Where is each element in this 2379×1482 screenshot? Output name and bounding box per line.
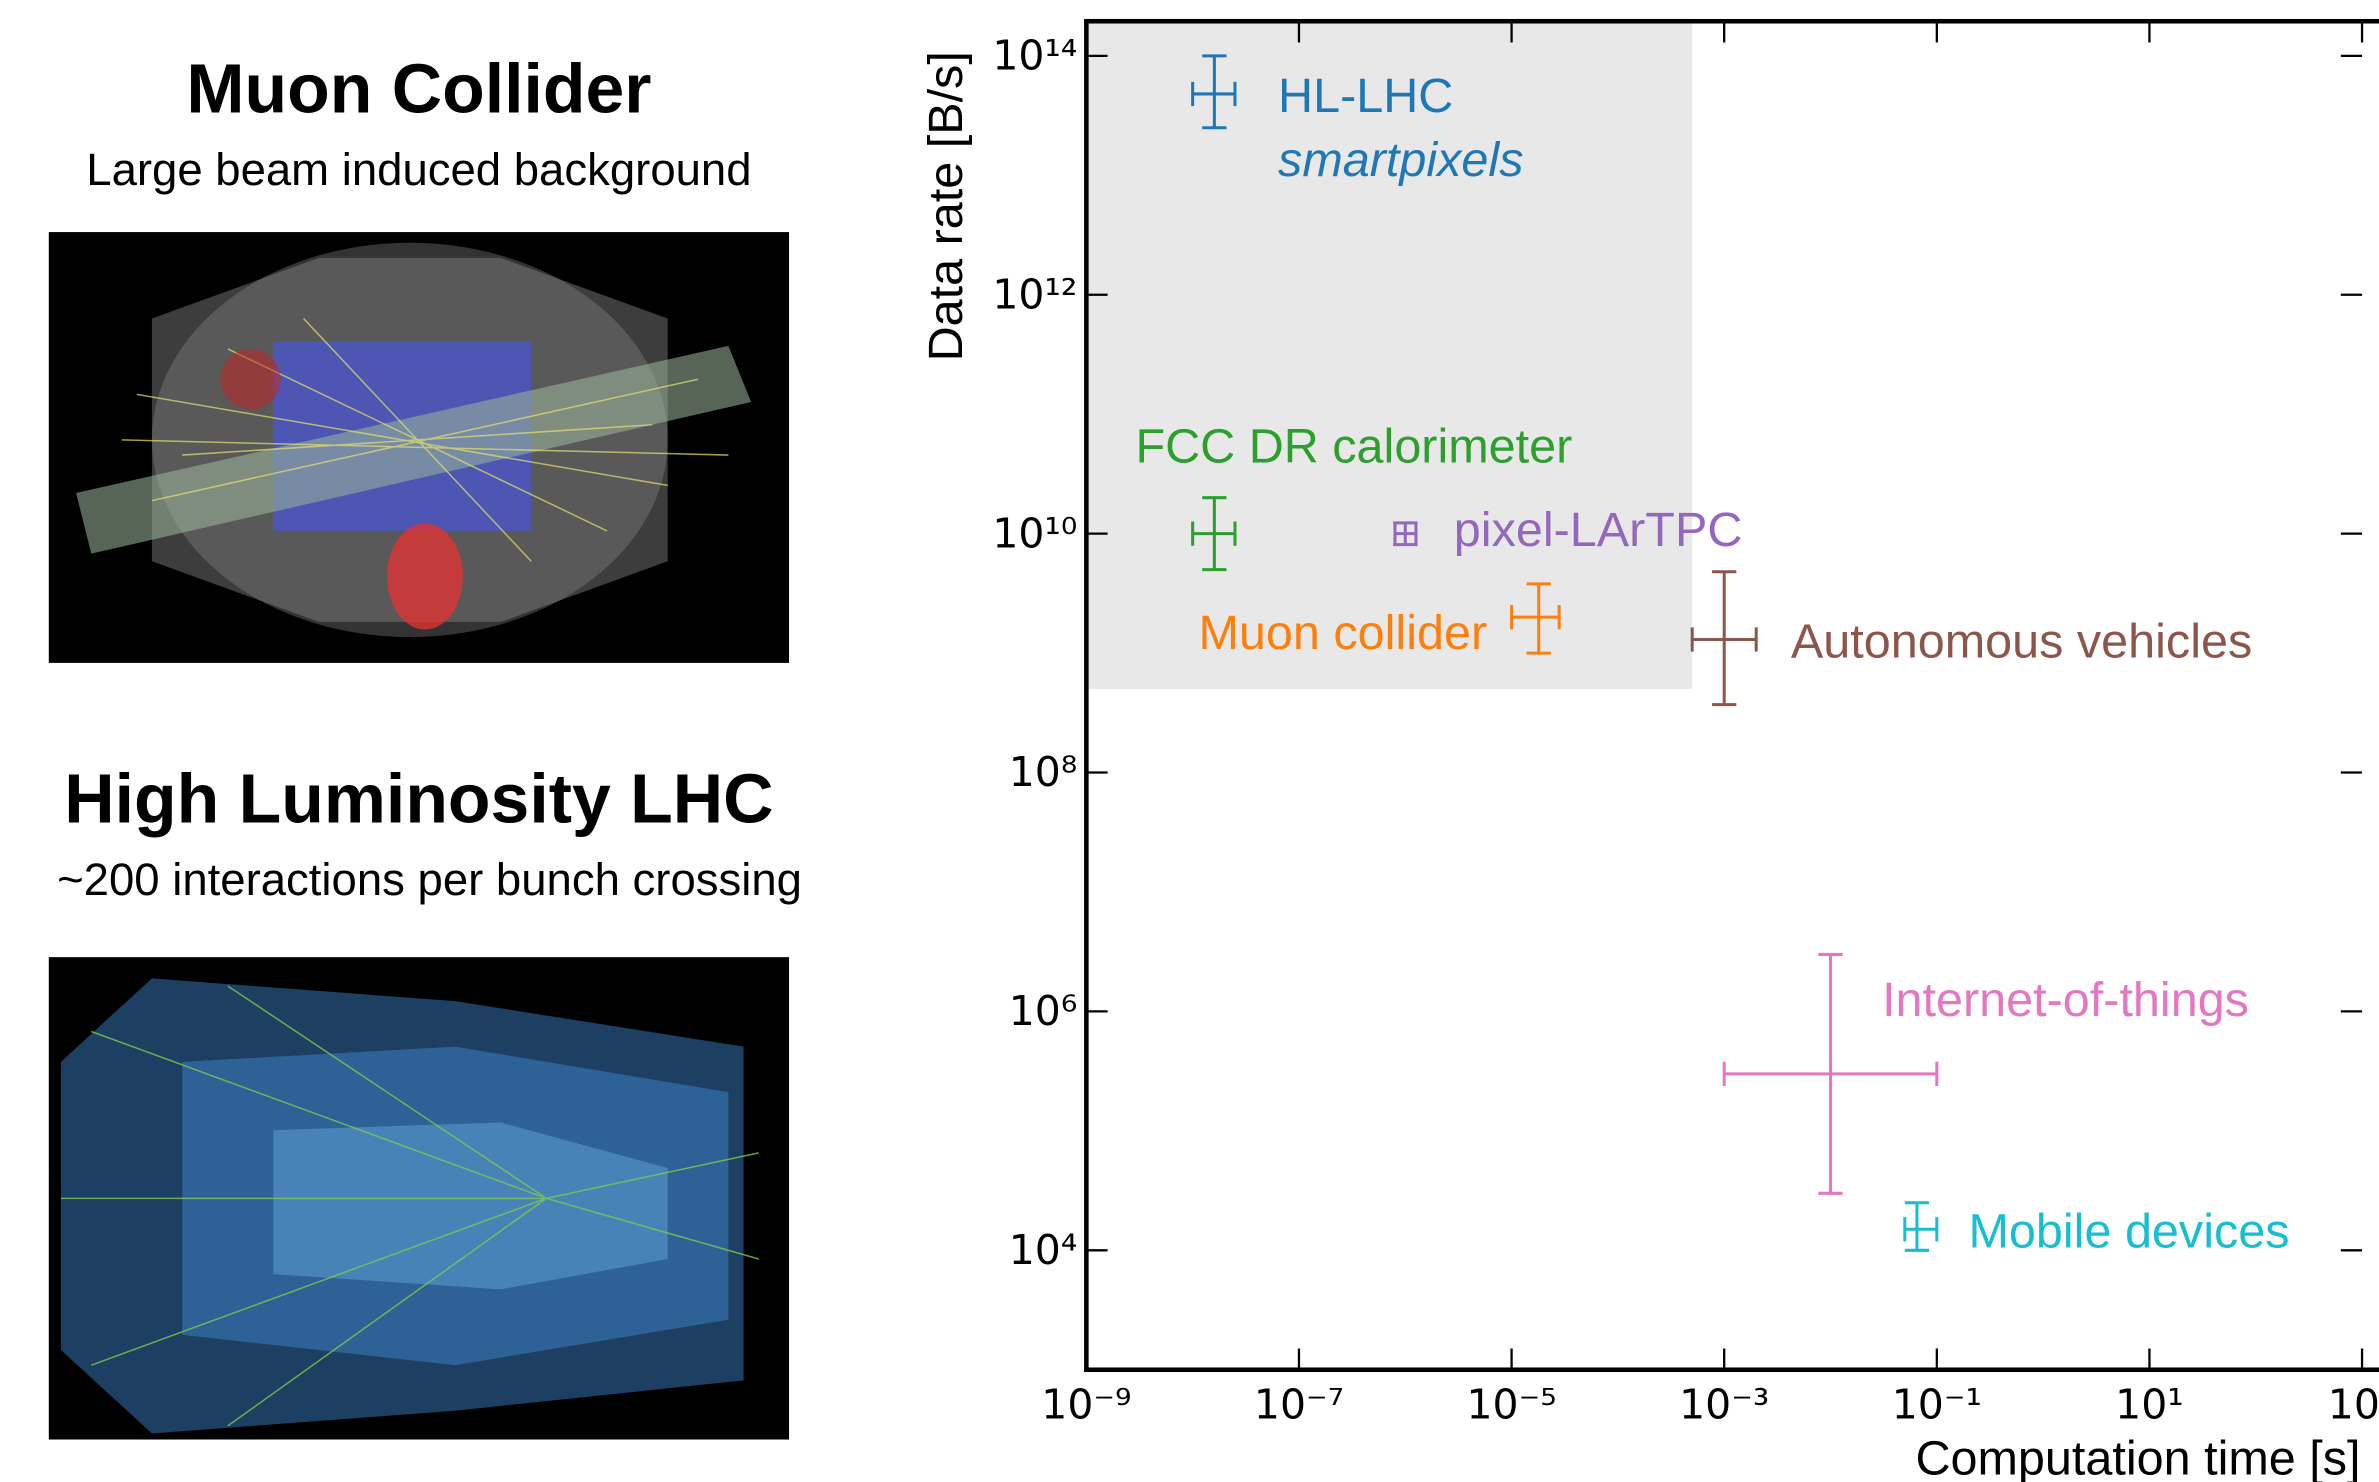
series-label: Autonomous vehicles bbox=[1791, 615, 2252, 669]
x-tick-label: 10⁻³ bbox=[1679, 1380, 1769, 1428]
slide: Muon Collider Large beam induced backgro… bbox=[0, 0, 2379, 1482]
panel-title: Muon Collider bbox=[186, 49, 651, 127]
x-axis-label: Computation time [s] bbox=[1915, 1431, 2360, 1482]
x-tick-label: 10⁻⁵ bbox=[1467, 1380, 1557, 1428]
series-label: pixel-LArTPC bbox=[1454, 503, 1743, 557]
y-tick-label: 10⁶ bbox=[1009, 987, 1078, 1035]
page: {"panels":[ {"title":"Muon Collider","su… bbox=[0, 0, 2379, 1482]
y-tick-label: 10⁴ bbox=[1009, 1226, 1078, 1274]
y-tick-label: 10¹² bbox=[992, 270, 1077, 318]
y-tick-label: 10¹⁴ bbox=[992, 32, 1077, 80]
chart: 10⁻⁹ 10⁻⁷ 10⁻⁵ 10⁻³ 10⁻¹ 10¹ 10³ 10⁴ 10⁶ 10⁸ 10¹⁰ 1… bbox=[919, 21, 2379, 1482]
panel-subtitle: Large beam induced background bbox=[86, 144, 751, 195]
panel-subtitle: ~200 interactions per bunch crossing bbox=[57, 854, 802, 905]
panel-title: High Luminosity LHC bbox=[64, 759, 773, 837]
x-tick-label: 10³ bbox=[2328, 1380, 2379, 1428]
y-tick-label: 10⁸ bbox=[1009, 748, 1078, 796]
series-label: HL-LHC bbox=[1278, 69, 1453, 123]
series-label: Muon collider bbox=[1199, 606, 1488, 660]
lhc-image bbox=[49, 957, 789, 1439]
series-label: Internet-of-things bbox=[1882, 973, 2249, 1027]
muon-image bbox=[49, 232, 789, 663]
x-tick-label: 10⁻¹ bbox=[1892, 1380, 1982, 1428]
series-label: FCC DR calorimeter bbox=[1135, 419, 1572, 473]
series-label: Mobile devices bbox=[1969, 1204, 2290, 1258]
x-tick-label: 10⁻⁷ bbox=[1254, 1380, 1344, 1428]
x-tick-label: 10¹ bbox=[2115, 1380, 2184, 1428]
y-axis-label: Data rate [B/s] bbox=[919, 51, 973, 361]
y-tick-label: 10¹⁰ bbox=[992, 509, 1077, 557]
x-tick-label: 10⁻⁹ bbox=[1041, 1380, 1131, 1428]
series-sublabel: smartpixels bbox=[1278, 133, 1523, 187]
